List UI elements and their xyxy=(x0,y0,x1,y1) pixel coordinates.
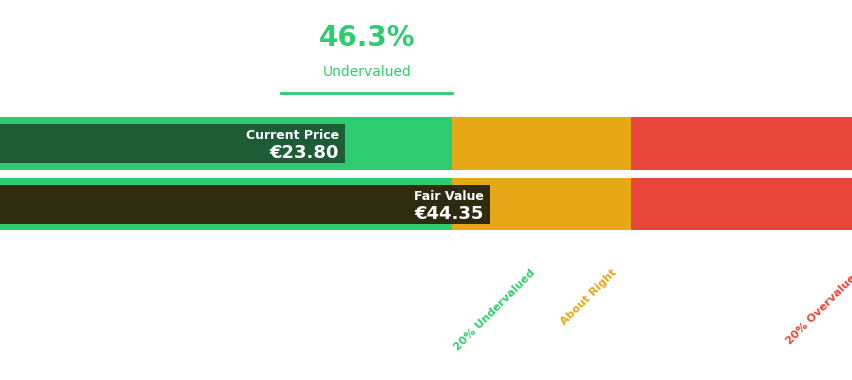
Bar xyxy=(0,178,452,230)
Text: Fair Value: Fair Value xyxy=(413,190,483,203)
Bar xyxy=(452,117,630,170)
Bar xyxy=(0,124,345,163)
Bar xyxy=(452,178,630,230)
Text: 20% Overvalued: 20% Overvalued xyxy=(784,268,852,347)
Text: About Right: About Right xyxy=(558,268,618,327)
Bar xyxy=(0,117,452,170)
Text: Current Price: Current Price xyxy=(245,130,338,142)
Bar xyxy=(0,185,490,224)
Text: Undervalued: Undervalued xyxy=(322,65,411,79)
Text: €44.35: €44.35 xyxy=(414,205,483,223)
Bar xyxy=(630,178,852,230)
Text: 46.3%: 46.3% xyxy=(318,24,415,52)
Text: 20% Undervalued: 20% Undervalued xyxy=(452,268,536,352)
Text: €23.80: €23.80 xyxy=(269,144,338,162)
Bar xyxy=(630,117,852,170)
